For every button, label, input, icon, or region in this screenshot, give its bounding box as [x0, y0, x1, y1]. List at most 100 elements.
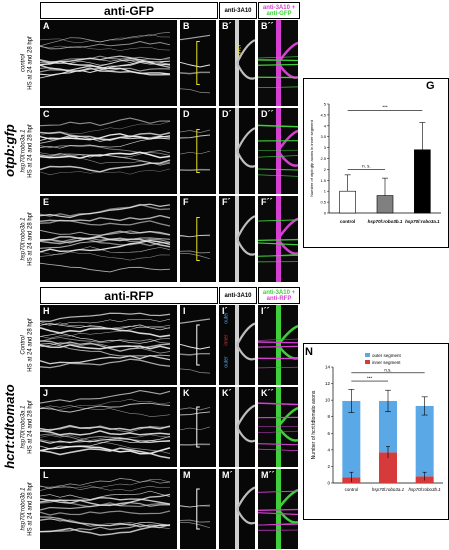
axon-trace: [40, 424, 171, 431]
image-panel-I´´: I´´: [258, 305, 298, 385]
axon-trace: [40, 445, 171, 455]
row-label-hs: HS at 24 and 28 hpf: [28, 318, 34, 372]
axon-trace: [40, 230, 171, 245]
merge-axon: [258, 254, 298, 257]
y-tick-label: 2: [324, 167, 327, 172]
image-panel-L: L: [40, 469, 177, 549]
axon-trace: [40, 203, 171, 217]
panel-letter: K´´: [261, 388, 274, 398]
axon-trace: [180, 71, 210, 75]
row-label-genotype: hsp70l:robo3b.1: [21, 217, 27, 261]
header-anti-3a10-top: anti-3A10: [219, 2, 257, 19]
axon-trace: [180, 406, 211, 411]
axon-trace: [40, 145, 171, 156]
merge-axon: [258, 512, 298, 516]
tract-line: [236, 344, 255, 361]
axon-trace: [40, 312, 171, 323]
panel-letter: K´: [222, 388, 232, 398]
chart-n: 0 2 4 6 8 10 12 14 Number of hcrt:tdtomato axons…: [311, 353, 443, 492]
merge-axon: [258, 366, 298, 369]
merge-tract: [277, 426, 298, 442]
image-panel-D: D: [180, 108, 216, 194]
axon-trace: [40, 516, 171, 528]
panel-letter: M´´: [261, 470, 275, 480]
y-tick-label: 0: [327, 481, 330, 486]
panel-letter: B: [183, 21, 190, 31]
axon-trace: [40, 117, 171, 127]
micrograph: [40, 478, 171, 536]
image-panel-B´: B´ inner: [219, 20, 255, 106]
merge-axon: [258, 238, 298, 242]
axon-trace: [40, 344, 171, 350]
axon-trace: [180, 519, 211, 523]
panel-letter: M: [183, 470, 191, 480]
axon-trace: [40, 64, 171, 73]
axon-trace: [180, 252, 211, 260]
bar: [414, 149, 431, 214]
axon-trace: [40, 437, 171, 444]
significance-label: ***: [367, 376, 373, 381]
micrograph: [40, 203, 171, 273]
axon-trace: [180, 234, 211, 238]
y-axis-label: Number of otpb:gfp axons in inner segmen…: [309, 119, 314, 197]
axon-trace: [180, 411, 211, 416]
tract-line: [236, 508, 255, 525]
panel-letter: D: [183, 109, 190, 119]
merge-axon: [258, 338, 298, 341]
tract-line: [236, 322, 255, 346]
image-panel-M: M: [180, 469, 216, 549]
legend-swatch: [365, 353, 370, 357]
header-anti-rfp-text: anti-RFP: [104, 288, 154, 303]
micrograph: [180, 406, 211, 448]
axon-trace: [40, 168, 171, 176]
row-label-genotype: hsp70l:robo3b.1: [21, 487, 27, 531]
header-anti-gfp: anti-GFP: [40, 2, 218, 19]
segment-bracket: [196, 129, 200, 173]
bar: [376, 195, 394, 214]
axon-trace: [40, 390, 171, 404]
axon-trace: [40, 354, 171, 365]
micrograph: [235, 469, 255, 549]
axon-trace: [40, 493, 171, 507]
axon-trace: [180, 88, 211, 94]
axon-trace: [180, 168, 211, 171]
panel-letter: M´: [222, 470, 233, 480]
panel-letter: B´: [222, 21, 232, 31]
row-label: control HS at 24 and 28 hpf: [18, 20, 38, 106]
image-panel-B: B: [180, 20, 216, 106]
axon-trace: [40, 33, 171, 44]
micrograph: [258, 20, 298, 106]
image-panel-K´´: K´´: [258, 387, 298, 467]
micrograph: [235, 20, 255, 106]
tract-line: [236, 62, 255, 80]
merge-axon: [258, 490, 298, 493]
axon-trace: [40, 402, 171, 413]
axon-trace: [180, 505, 211, 508]
axon-trace: [40, 151, 171, 159]
panel-letter: F: [183, 197, 189, 207]
row-label: Control HS at 24 and 28 hpf: [18, 305, 38, 385]
merge-axon: [258, 58, 298, 61]
y-tick-label: 6: [327, 431, 330, 436]
micrograph: [258, 196, 298, 282]
axon-trace: [40, 236, 171, 248]
axon-trace: [40, 398, 171, 410]
axon-trace: [40, 340, 171, 352]
panel-letter: H: [43, 306, 50, 316]
header-merge-bottom-b: anti-RFP: [266, 295, 292, 302]
axon-trace: [40, 322, 171, 331]
sidebar-hcrt-tdtomato-text: hcrt:tdtomato: [1, 384, 17, 469]
segment-label: inner: [223, 334, 230, 346]
image-panel-M´: M´: [219, 469, 255, 549]
x-tick-label: control: [340, 219, 355, 224]
tract-line: [236, 426, 255, 443]
y-tick-label: 10: [325, 398, 331, 403]
axon-trace: [180, 521, 211, 529]
axon-trace: [40, 342, 171, 354]
micrograph: [40, 390, 171, 459]
segment-bracket: [196, 324, 200, 366]
image-panel-K: K: [180, 387, 216, 467]
tract-line: [236, 238, 255, 256]
tract-line: [236, 404, 255, 428]
x-tick-label: hsp70l:robo3b.1: [368, 219, 403, 224]
